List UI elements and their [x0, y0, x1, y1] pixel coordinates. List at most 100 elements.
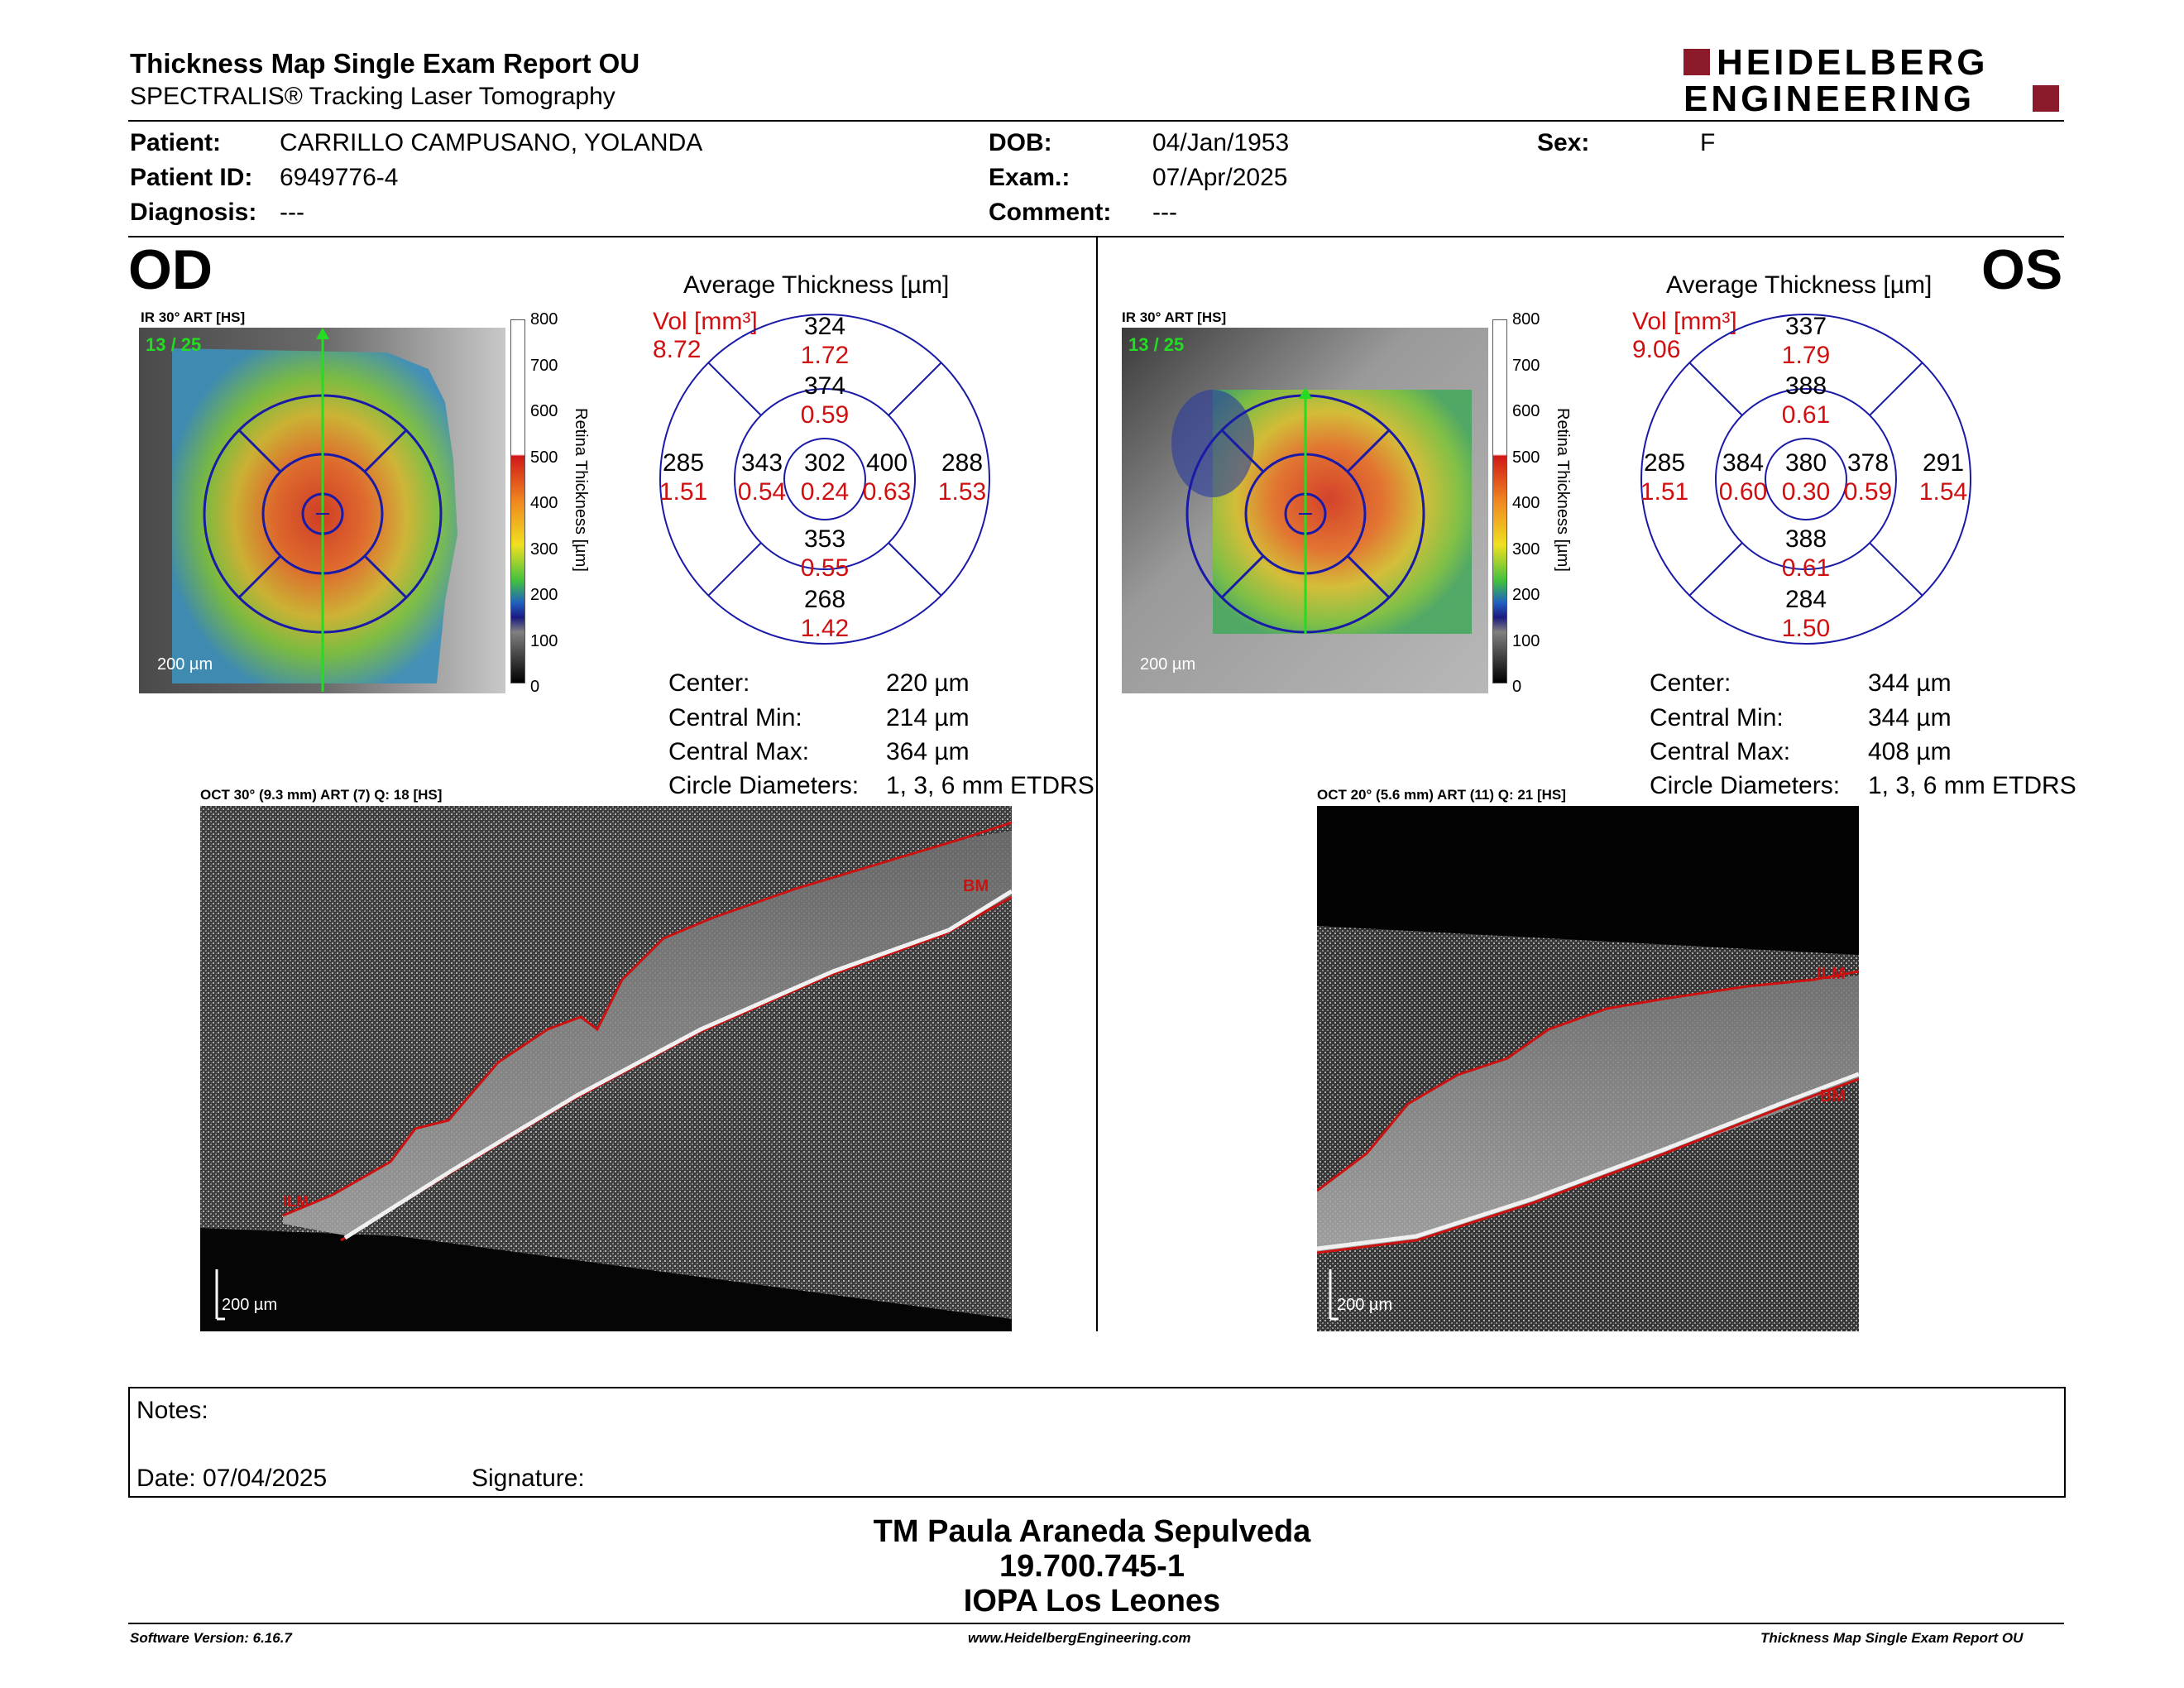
od-etdrs-lines — [659, 314, 990, 645]
od-eye-label: OD — [128, 238, 213, 301]
od-center-thickness: 302 — [803, 449, 846, 477]
os-avg-title: Average Thickness [µm] — [1666, 271, 1933, 299]
os-circle-diameters-value: 1, 3, 6 mm ETDRS — [1868, 772, 2076, 799]
od-inner-sup-volume: 0.59 — [800, 401, 850, 429]
os-outer-inf-volume: 1.50 — [1781, 615, 1831, 642]
signature-name: TM Paula Araneda Sepulveda — [873, 1514, 1311, 1549]
os-outer-right-volume: 1.54 — [1918, 478, 1968, 506]
exam-value: 07/Apr/2025 — [1152, 164, 1288, 191]
os-inner-left-thickness: 384 — [1722, 449, 1765, 477]
od-vol-value: 8.72 — [653, 336, 702, 363]
notes-date: Date: 07/04/2025 — [136, 1465, 328, 1492]
os-outer-right-thickness: 291 — [1922, 449, 1965, 477]
footer-report-name: Thickness Map Single Exam Report OU — [1760, 1630, 2024, 1646]
notes-box[interactable]: Notes: Date: 07/04/2025 Signature: — [128, 1387, 2066, 1498]
od-outer-left-volume: 1.51 — [659, 478, 708, 506]
os-colorbar-label: Retina Thickness [µm] — [1554, 408, 1572, 572]
website-link[interactable]: www.HeidelbergEngineering.com — [968, 1630, 1191, 1646]
colorbar-tick: 100 — [530, 631, 558, 650]
colorbar-tick: 500 — [1512, 448, 1540, 467]
os-central-min-value: 344 µm — [1868, 704, 1952, 731]
os-oct-bscan: ILM BM 200 µm — [1317, 806, 1859, 1331]
od-central-min-label: Central Min: — [668, 704, 802, 731]
od-map-graphic — [139, 328, 505, 693]
os-etdrs-lines — [1640, 314, 1971, 645]
logo-square-top — [1684, 49, 1710, 75]
notes-signature-label: Signature: — [472, 1465, 585, 1492]
colorbar-tick: 600 — [530, 402, 558, 420]
dob-label: DOB: — [989, 129, 1052, 156]
od-outer-inf-thickness: 268 — [803, 586, 846, 613]
od-outer-right-volume: 1.53 — [937, 478, 987, 506]
os-circle-diameters-label: Circle Diameters: — [1650, 772, 1841, 799]
colorbar-tick: 0 — [1512, 678, 1522, 696]
os-outer-inf-thickness: 284 — [1784, 586, 1827, 613]
signature-institution: IOPA Los Leones — [963, 1584, 1221, 1618]
od-bm-tag: BM — [963, 877, 989, 895]
od-inner-sup-thickness: 374 — [803, 372, 846, 400]
os-outer-left-volume: 1.51 — [1640, 478, 1689, 506]
os-inner-left-volume: 0.60 — [1718, 478, 1768, 506]
diagnosis-value: --- — [280, 199, 304, 226]
od-center-volume: 0.24 — [800, 478, 850, 506]
od-inner-inf-volume: 0.55 — [800, 554, 850, 582]
os-map-scale: 200 µm — [1140, 655, 1196, 674]
os-bm-tag: BM — [1820, 1087, 1846, 1105]
os-inner-right-thickness: 378 — [1846, 449, 1889, 477]
dob-value: 04/Jan/1953 — [1152, 129, 1290, 156]
os-inner-inf-volume: 0.61 — [1781, 554, 1831, 582]
os-inner-right-volume: 0.59 — [1843, 478, 1893, 506]
patient-label: Patient: — [130, 129, 222, 156]
header-divider — [128, 120, 2064, 122]
os-ilm-tag: ILM — [1817, 965, 1846, 983]
comment-label: Comment: — [989, 199, 1112, 226]
od-inner-inf-thickness: 353 — [803, 525, 846, 553]
od-colorbar — [510, 319, 525, 683]
od-oct-scale: 200 µm — [222, 1296, 278, 1314]
report-subtitle: SPECTRALIS® Tracking Laser Tomography — [130, 83, 615, 110]
os-etdrs-grid: 337 1.79 388 0.61 380 0.30 384 0.60 378 … — [1640, 313, 1972, 645]
os-outer-left-thickness: 285 — [1643, 449, 1686, 477]
os-central-max-value: 408 µm — [1868, 738, 1952, 765]
os-inner-inf-thickness: 388 — [1784, 525, 1827, 553]
os-center-volume: 0.30 — [1781, 478, 1831, 506]
os-eye-label: OS — [1981, 238, 2063, 301]
colorbar-tick: 300 — [1512, 539, 1540, 559]
patient-id-label: Patient ID: — [130, 164, 253, 191]
colorbar-tick: 400 — [1512, 494, 1540, 512]
os-central-max-label: Central Max: — [1650, 738, 1791, 765]
exam-label: Exam.: — [989, 164, 1070, 191]
od-outer-right-thickness: 288 — [941, 449, 984, 477]
sex-label: Sex: — [1537, 129, 1590, 156]
notes-label: Notes: — [136, 1397, 208, 1424]
od-ir-label: IR 30° ART [HS] — [141, 309, 246, 325]
od-circle-diameters-value: 1, 3, 6 mm ETDRS — [886, 772, 1094, 799]
colorbar-tick: 800 — [530, 310, 558, 328]
od-inner-left-thickness: 343 — [740, 449, 783, 477]
logo-square-bottom — [2033, 85, 2059, 112]
od-colorbar-label: Retina Thickness [µm] — [572, 408, 590, 572]
software-version: Software Version: 6.16.7 — [130, 1630, 292, 1646]
colorbar-tick: 400 — [530, 494, 558, 512]
colorbar-tick: 300 — [530, 539, 558, 559]
colorbar-tick: 600 — [1512, 402, 1540, 420]
logo-text-line2: ENGINEERING — [1684, 79, 1976, 119]
od-center-label: Center: — [668, 669, 750, 697]
os-vol-label: Vol [mm³] — [1632, 308, 1737, 335]
os-center-value: 344 µm — [1868, 669, 1952, 697]
od-avg-title: Average Thickness [µm] — [683, 271, 950, 299]
od-vol-label: Vol [mm³] — [653, 308, 758, 335]
od-circle-diameters-label: Circle Diameters: — [668, 772, 860, 799]
colorbar-tick: 800 — [1512, 310, 1540, 328]
os-oct-graphic — [1317, 806, 1859, 1331]
diagnosis-label: Diagnosis: — [130, 199, 257, 226]
od-oct-label: OCT 30° (9.3 mm) ART (7) Q: 18 [HS] — [200, 787, 443, 803]
od-outer-sup-thickness: 324 — [803, 313, 846, 340]
os-frame-count: 13 / 25 — [1128, 334, 1185, 355]
os-oct-scale: 200 µm — [1337, 1296, 1393, 1314]
os-colorbar — [1492, 319, 1507, 683]
od-inner-right-thickness: 400 — [865, 449, 908, 477]
os-center-label: Center: — [1650, 669, 1731, 697]
od-frame-count: 13 / 25 — [146, 334, 202, 355]
od-outer-inf-volume: 1.42 — [800, 615, 850, 642]
